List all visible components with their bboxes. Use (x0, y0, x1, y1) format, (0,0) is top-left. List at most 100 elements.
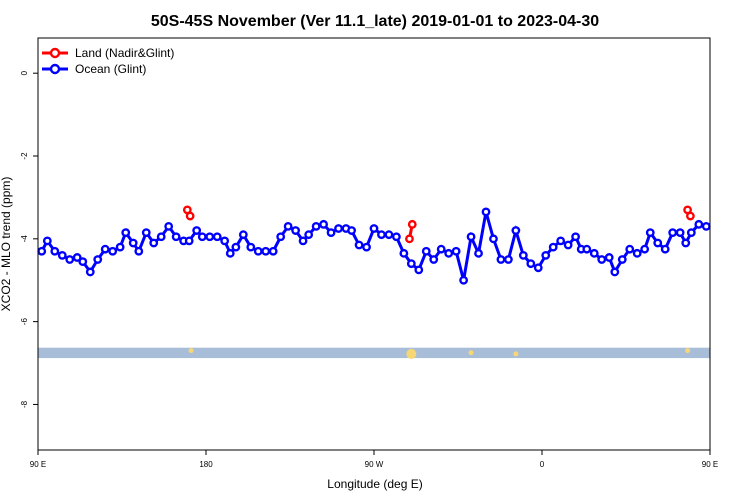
ocean-series-point (436, 244, 446, 254)
ocean-series-point (632, 248, 642, 258)
legend-marker (49, 47, 61, 59)
ocean-series-point (518, 250, 528, 260)
ocean-series-point (660, 244, 670, 254)
ocean-series-point (681, 238, 691, 248)
land-series-point (686, 211, 695, 221)
ocean-series-point (149, 238, 159, 248)
legend-marker (49, 63, 61, 75)
y-axis-title: XCO2 - MLO trend (ppm) (0, 177, 13, 312)
ocean-series-point (548, 242, 558, 252)
ocean-series-point (377, 230, 386, 240)
ocean-series-point (653, 238, 663, 248)
ocean-series-point (686, 228, 696, 238)
x-tick-label: 180 (199, 460, 213, 469)
ocean-series-line (40, 211, 707, 281)
ocean-series-point (533, 263, 543, 273)
y-tick-label: -4 (20, 235, 29, 243)
ocean-series-point (414, 265, 424, 275)
ocean-series-point (604, 253, 614, 262)
chart-title: 50S-45S November (Ver 11.1_late) 2019-01… (151, 13, 599, 30)
ocean-series-point (311, 222, 321, 231)
ocean-series-point (384, 230, 394, 240)
ocean-series-point (511, 226, 521, 235)
ocean-series-point (134, 246, 144, 256)
ocean-series-point (421, 246, 431, 256)
ocean-series-point (304, 230, 314, 240)
y-tick-label: -6 (20, 318, 29, 326)
ocean-series-point (65, 255, 75, 264)
legend-label: Ocean (Glint) (75, 62, 146, 76)
y-tick-label: -2 (20, 152, 29, 160)
ocean-series-point (298, 236, 308, 246)
ocean-series-point (108, 246, 118, 256)
x-tick-label: 0 (540, 460, 545, 469)
ocean-series-point (283, 222, 293, 231)
ocean-series-point (466, 232, 476, 242)
ocean-series-point (429, 255, 439, 264)
ocean-series-point (694, 219, 704, 229)
ocean-series-point (451, 246, 461, 256)
x-axis: 90 E 180 90 W 0 90 E (30, 450, 718, 469)
ocean-series-point (50, 246, 60, 256)
ocean-series-point (503, 255, 513, 264)
ocean-series-point (571, 232, 580, 242)
ocean-series-point (701, 222, 711, 231)
coverage-band (38, 347, 710, 359)
ocean-series-point (675, 228, 685, 238)
band-marker (468, 350, 474, 356)
ocean-series-point (444, 248, 454, 258)
ocean-series-point (556, 236, 566, 246)
ocean-series-point (369, 224, 379, 233)
ocean-series-point (205, 232, 215, 242)
ocean-series-point (184, 236, 194, 246)
ocean-series-point (610, 267, 620, 277)
ocean-series-point (597, 255, 607, 264)
ocean-series-point (291, 226, 300, 235)
ocean-series-point (541, 250, 551, 260)
ocean-series-point (197, 232, 207, 242)
ocean-series-point (57, 250, 67, 260)
ocean-series-point (246, 242, 256, 252)
ocean-series-point (225, 248, 235, 258)
ocean-series-point (93, 255, 103, 264)
ocean-series-point (85, 267, 95, 277)
x-axis-title: Longitude (deg E) (327, 477, 422, 491)
ocean-series-point (640, 244, 650, 254)
ocean-series-point (238, 230, 248, 240)
ocean-series-point (128, 238, 138, 248)
ocean-series-point (474, 248, 483, 258)
ocean-series-point (319, 219, 328, 229)
ocean-series-point (192, 226, 202, 235)
ocean-series-point (489, 234, 498, 244)
ocean-series-point (399, 248, 409, 258)
ocean-series-point (115, 242, 125, 252)
band-marker (513, 351, 519, 357)
ocean-series-point (231, 242, 241, 252)
ocean-series-point (78, 257, 88, 266)
legend: Land (Nadir&Glint) Ocean (Glint) (42, 46, 174, 76)
land-series-point (407, 219, 417, 229)
ocean-series-point (391, 232, 401, 242)
ocean-series-point (334, 224, 343, 233)
ocean-series-point (253, 246, 263, 256)
plot-area (37, 205, 711, 359)
ocean-series-point (220, 236, 230, 246)
ocean-series-point (563, 240, 573, 250)
ocean-series-point (268, 246, 278, 256)
ocean-series-point (589, 248, 599, 258)
ocean-series-point (582, 244, 592, 254)
ocean-series-point (156, 232, 166, 242)
ocean-series-point (37, 246, 47, 256)
ocean-series-point (406, 259, 416, 269)
band-marker (188, 348, 194, 354)
ocean-series-point (100, 244, 110, 254)
ocean-series-point (276, 232, 286, 242)
ocean-series-point (645, 228, 655, 238)
ocean-series-point (354, 240, 364, 250)
x-tick-label: 90 E (30, 460, 46, 469)
band-marker (685, 348, 691, 354)
ocean-series-point (171, 232, 181, 242)
ocean-series-point (141, 228, 151, 238)
ocean-series-point (121, 228, 131, 238)
